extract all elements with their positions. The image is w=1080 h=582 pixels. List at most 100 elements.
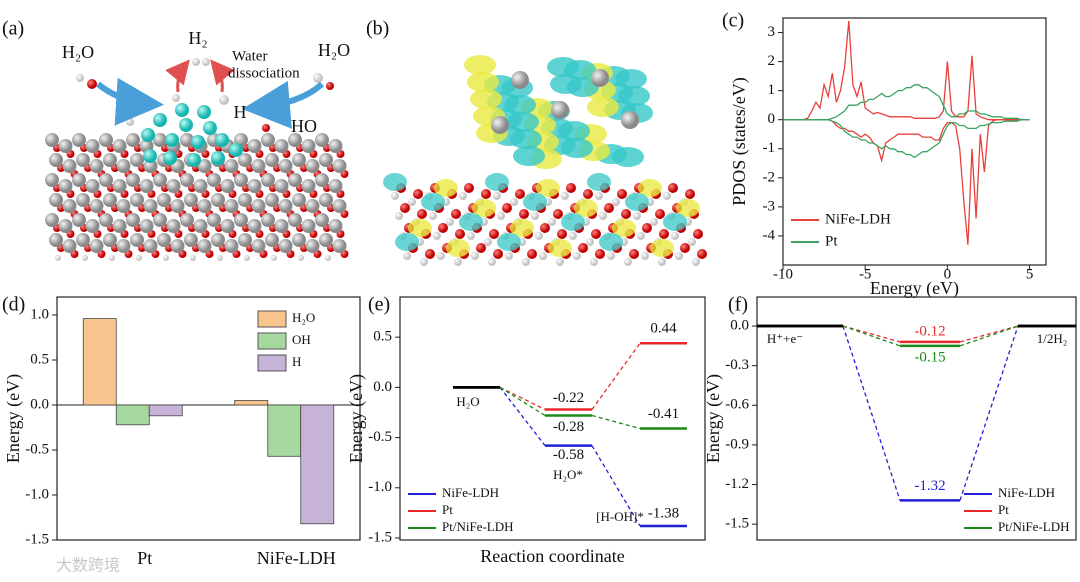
value-label: -0.41: [648, 406, 679, 422]
atom: [165, 133, 179, 147]
molecule-label: H₂O: [62, 42, 94, 62]
atom: [234, 213, 248, 227]
atom: [403, 252, 411, 260]
atom: [685, 189, 695, 199]
atom: [87, 79, 97, 89]
atom: [224, 239, 239, 253]
atom: [328, 219, 343, 233]
atom: [238, 153, 252, 167]
atom: [76, 193, 90, 207]
plot-frame: [56, 296, 361, 541]
charge-blob: [548, 239, 572, 257]
atom: [247, 179, 262, 193]
atom: [633, 212, 641, 220]
atom: [207, 173, 221, 187]
y-tick-label: 2: [768, 53, 776, 69]
atom: [172, 94, 180, 102]
charge-blob: [485, 173, 509, 191]
atom: [680, 243, 690, 253]
atom: [305, 239, 320, 253]
charge-blob: [464, 55, 496, 75]
connector: [959, 325, 1019, 501]
atom: [671, 232, 679, 240]
atom: [184, 233, 198, 247]
bar: [115, 404, 150, 426]
charge-blob: [472, 199, 496, 217]
bar: [82, 318, 117, 406]
y-tick-label: 0.5: [373, 329, 392, 345]
atom: [45, 213, 59, 227]
atom: [425, 249, 435, 259]
atom: [697, 249, 707, 259]
atom: [438, 223, 448, 233]
value-label: -0.22: [553, 390, 584, 406]
x-tick-label: -10: [773, 266, 793, 282]
legend-swatch: [257, 354, 287, 372]
atom: [247, 219, 262, 233]
atom: [548, 218, 556, 226]
atom: [515, 189, 525, 199]
process-label: Water: [232, 48, 267, 64]
atom: [166, 219, 181, 233]
atom: [112, 179, 127, 193]
atom: [76, 153, 90, 167]
atom: [319, 153, 333, 167]
atom: [493, 192, 501, 200]
atom: [49, 193, 63, 207]
atom: [624, 258, 632, 266]
legend-swatch: [257, 310, 287, 328]
atom: [190, 255, 196, 261]
atom: [328, 179, 343, 193]
atom: [211, 233, 225, 247]
atom: [141, 128, 155, 142]
atom: [693, 229, 703, 239]
atom: [143, 149, 157, 163]
atom: [489, 229, 499, 239]
atom: [130, 153, 144, 167]
x-axis-title: Reaction coordinate: [480, 546, 624, 566]
value-label: -0.15: [914, 349, 945, 365]
arrow: [96, 77, 164, 126]
atom: [391, 192, 399, 200]
atom: [659, 229, 669, 239]
value-label: 0.44: [650, 321, 677, 337]
atom: [109, 255, 115, 261]
legend-label: Pt/NiFe-LDH: [998, 519, 1070, 534]
atom: [607, 252, 615, 260]
atom: [191, 135, 205, 149]
legend-label: H₂O: [292, 310, 315, 325]
atom: [82, 255, 88, 261]
charge-blob: [421, 193, 445, 211]
atom: [591, 229, 601, 239]
atom: [491, 116, 509, 134]
atom: [278, 159, 293, 173]
atom: [476, 243, 486, 253]
plot-frame: [399, 296, 706, 541]
atom: [332, 199, 347, 213]
molecule-label: H₂: [188, 28, 207, 48]
atom: [301, 139, 316, 153]
charge-blob: [676, 199, 700, 217]
atom: [604, 203, 614, 213]
atom: [332, 159, 347, 173]
atom: [130, 193, 144, 207]
atom: [192, 58, 200, 66]
atom: [692, 258, 700, 266]
atom: [72, 133, 86, 147]
connector: [591, 342, 641, 410]
atom: [139, 179, 154, 193]
value-label: -0.28: [553, 419, 584, 435]
atom: [522, 258, 530, 266]
atom: [557, 229, 567, 239]
atom: [251, 239, 266, 253]
atom: [573, 252, 581, 260]
atom: [519, 209, 529, 219]
value-label: -0.58: [553, 447, 584, 463]
charge-blob: [446, 239, 470, 257]
charge-blob: [612, 219, 636, 237]
atom: [157, 233, 171, 247]
illustration-a: [45, 58, 349, 261]
atom: [89, 159, 104, 173]
y-tick-label: -0.5: [25, 441, 49, 457]
atom: [58, 219, 73, 233]
